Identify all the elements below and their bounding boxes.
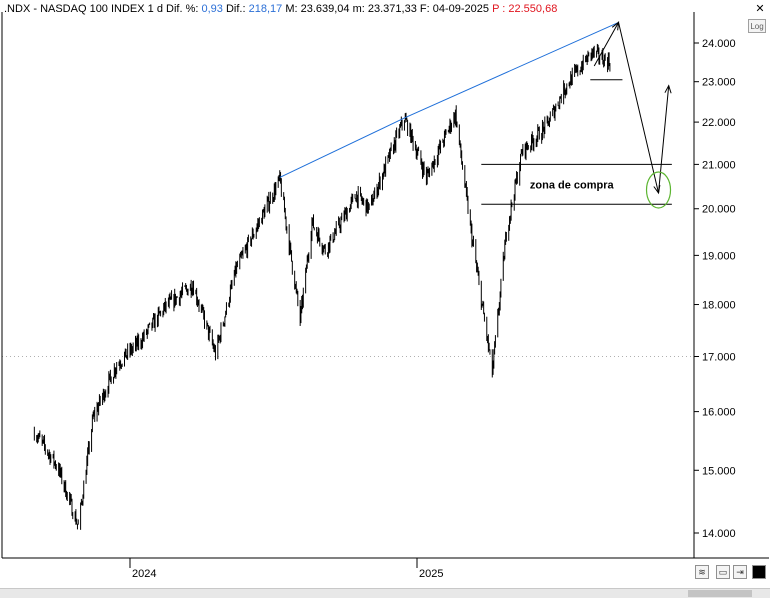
y-tick-label: 17.000 — [702, 351, 736, 363]
color-swatch-icon[interactable] — [752, 565, 766, 579]
plot-area — [2, 43, 694, 530]
y-tick-label: 24.000 — [702, 38, 736, 50]
y-tick-label: 15.000 — [702, 465, 736, 477]
y-tick-label: 22.000 — [702, 117, 736, 129]
timeframe: 1 d — [147, 3, 163, 15]
y-tick-label: 18.000 — [702, 300, 736, 312]
close-icon[interactable]: ✕ — [755, 3, 765, 15]
chart-header: .NDX - NASDAQ 100 INDEX 1 d Dif. %: 0,93… — [4, 3, 558, 15]
log-scale-button[interactable]: Log — [748, 19, 766, 33]
annotation-layer — [279, 21, 672, 209]
dif-value: 218,17 — [248, 3, 283, 15]
min-value: m: 23.371,33 — [352, 3, 417, 15]
y-tick-label: 19.000 — [702, 250, 736, 262]
target-ellipse — [645, 171, 672, 209]
dif-label: Dif.: — [225, 3, 246, 15]
price-value: P : 22.550,68 — [492, 3, 558, 15]
arrow-head-rebound — [664, 84, 672, 94]
x-tick-label: 2024 — [132, 568, 156, 580]
tool-icon-b[interactable]: ▭ — [716, 565, 730, 579]
symbol: .NDX — [4, 3, 31, 15]
y-tick-label: 21.000 — [702, 159, 736, 171]
projection-path — [593, 21, 670, 194]
index-name: NASDAQ 100 INDEX — [40, 3, 145, 15]
scroll-thumb[interactable] — [688, 590, 752, 597]
y-axis: 14.000 15.000 16.000 17.000 18.000 19.000 20.0… — [693, 12, 736, 558]
resistance-trendline — [279, 21, 619, 178]
horizontal-scrollbar[interactable] — [0, 588, 770, 598]
y-tick-label: 20.000 — [702, 204, 736, 216]
price-bars — [33, 43, 611, 530]
expand-icon[interactable]: ⇥ — [733, 565, 747, 579]
x-tick-label: 2025 — [419, 568, 443, 580]
tool-icon-a[interactable]: ≋ — [695, 565, 709, 579]
date-value: F: 04-09-2025 — [419, 3, 489, 15]
dif-pct-label: Dif. %: — [166, 3, 199, 15]
x-axis: 2024 2025 — [1, 12, 769, 580]
y-tick-label: 23.000 — [702, 77, 736, 89]
dif-pct-value: 0,93 — [201, 3, 223, 15]
y-tick-label: 14.000 — [702, 528, 736, 540]
arrow-head-down — [653, 185, 661, 195]
max-value: M: 23.639,04 — [285, 3, 350, 15]
zone-label: zona de compra — [530, 179, 615, 191]
arrow-head-up — [611, 21, 620, 31]
y-tick-label: 16.000 — [702, 407, 736, 419]
